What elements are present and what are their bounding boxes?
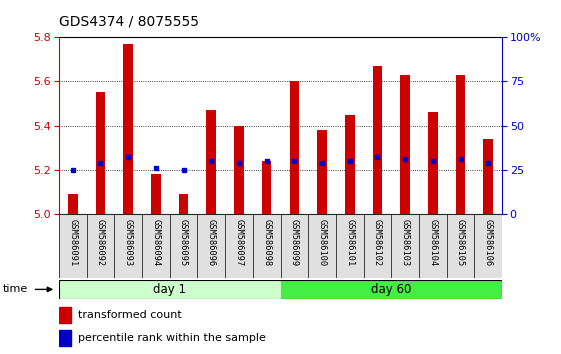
Text: day 1: day 1	[153, 283, 186, 296]
Bar	[484, 139, 493, 214]
Text: GSM586095: GSM586095	[179, 219, 188, 267]
Text: GSM586097: GSM586097	[234, 219, 243, 267]
Text: GSM586093: GSM586093	[123, 219, 132, 267]
Text: percentile rank within the sample: percentile rank within the sample	[77, 332, 265, 343]
Text: GSM586104: GSM586104	[429, 219, 438, 267]
Text: GDS4374 / 8075555: GDS4374 / 8075555	[59, 14, 199, 28]
Text: GSM586105: GSM586105	[456, 219, 465, 267]
Bar	[68, 194, 77, 214]
Bar	[262, 161, 272, 214]
Text: GSM586092: GSM586092	[96, 219, 105, 267]
Text: GSM586094: GSM586094	[151, 219, 160, 267]
Text: GSM586091: GSM586091	[68, 219, 77, 267]
Text: GSM586101: GSM586101	[345, 219, 354, 267]
Bar	[59, 307, 71, 323]
Bar	[456, 75, 466, 214]
Text: GSM586099: GSM586099	[290, 219, 299, 267]
Bar	[401, 75, 410, 214]
Bar	[345, 115, 355, 214]
Text: transformed count: transformed count	[77, 310, 181, 320]
Text: GSM586106: GSM586106	[484, 219, 493, 267]
Bar	[428, 113, 438, 214]
Bar	[373, 66, 382, 214]
Bar	[206, 110, 216, 214]
Text: GSM586103: GSM586103	[401, 219, 410, 267]
Bar	[95, 92, 105, 214]
Text: time: time	[3, 284, 28, 295]
Bar	[179, 194, 188, 214]
Bar	[317, 130, 327, 214]
Bar	[234, 126, 244, 214]
Bar	[151, 175, 160, 214]
Bar	[289, 81, 299, 214]
Text: GSM586096: GSM586096	[207, 219, 216, 267]
Text: GSM586098: GSM586098	[262, 219, 271, 267]
Text: day 60: day 60	[371, 283, 411, 296]
Bar	[123, 44, 133, 214]
Text: GSM586100: GSM586100	[318, 219, 327, 267]
Text: GSM586102: GSM586102	[373, 219, 382, 267]
Bar	[59, 330, 71, 346]
